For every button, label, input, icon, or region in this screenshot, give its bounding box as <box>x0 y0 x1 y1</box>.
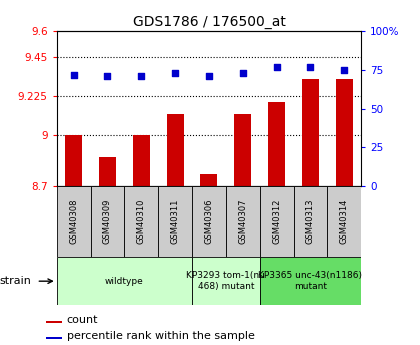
Text: GSM40313: GSM40313 <box>306 199 315 244</box>
Text: GSM40308: GSM40308 <box>69 199 78 244</box>
Text: GSM40314: GSM40314 <box>340 199 349 244</box>
Bar <box>46 321 62 323</box>
Bar <box>158 186 192 257</box>
Point <box>70 72 77 77</box>
Text: percentile rank within the sample: percentile rank within the sample <box>66 331 255 341</box>
Bar <box>234 114 251 186</box>
Point <box>341 67 348 73</box>
Text: GSM40309: GSM40309 <box>103 199 112 244</box>
Bar <box>294 186 327 257</box>
Bar <box>268 102 285 186</box>
Bar <box>260 257 361 305</box>
Point <box>138 73 144 79</box>
Bar <box>65 135 82 186</box>
Bar <box>200 174 218 186</box>
Text: KP3293 tom-1(nu
468) mutant: KP3293 tom-1(nu 468) mutant <box>186 272 265 291</box>
Bar <box>336 79 353 186</box>
Title: GDS1786 / 176500_at: GDS1786 / 176500_at <box>133 14 285 29</box>
Text: wildtype: wildtype <box>105 277 144 286</box>
Bar <box>260 186 294 257</box>
Bar <box>327 186 361 257</box>
Bar <box>192 257 260 305</box>
Bar <box>57 257 192 305</box>
Point <box>206 73 213 79</box>
Bar <box>91 186 124 257</box>
Point <box>172 70 178 76</box>
Bar <box>302 79 319 186</box>
Point <box>273 64 280 70</box>
Point <box>307 64 314 70</box>
Point <box>239 70 246 76</box>
Text: GSM40307: GSM40307 <box>238 199 247 244</box>
Bar <box>192 186 226 257</box>
Text: strain: strain <box>0 276 31 286</box>
Text: GSM40306: GSM40306 <box>205 199 213 244</box>
Bar <box>133 135 150 186</box>
Bar <box>124 186 158 257</box>
Bar <box>46 337 62 339</box>
Point <box>104 73 111 79</box>
Bar <box>99 157 116 186</box>
Bar <box>167 114 184 186</box>
Bar <box>226 186 260 257</box>
Text: GSM40312: GSM40312 <box>272 199 281 244</box>
Text: GSM40311: GSM40311 <box>171 199 180 244</box>
Text: count: count <box>66 315 98 325</box>
Text: KP3365 unc-43(n1186)
mutant: KP3365 unc-43(n1186) mutant <box>258 272 362 291</box>
Text: GSM40310: GSM40310 <box>137 199 146 244</box>
Bar <box>57 186 91 257</box>
